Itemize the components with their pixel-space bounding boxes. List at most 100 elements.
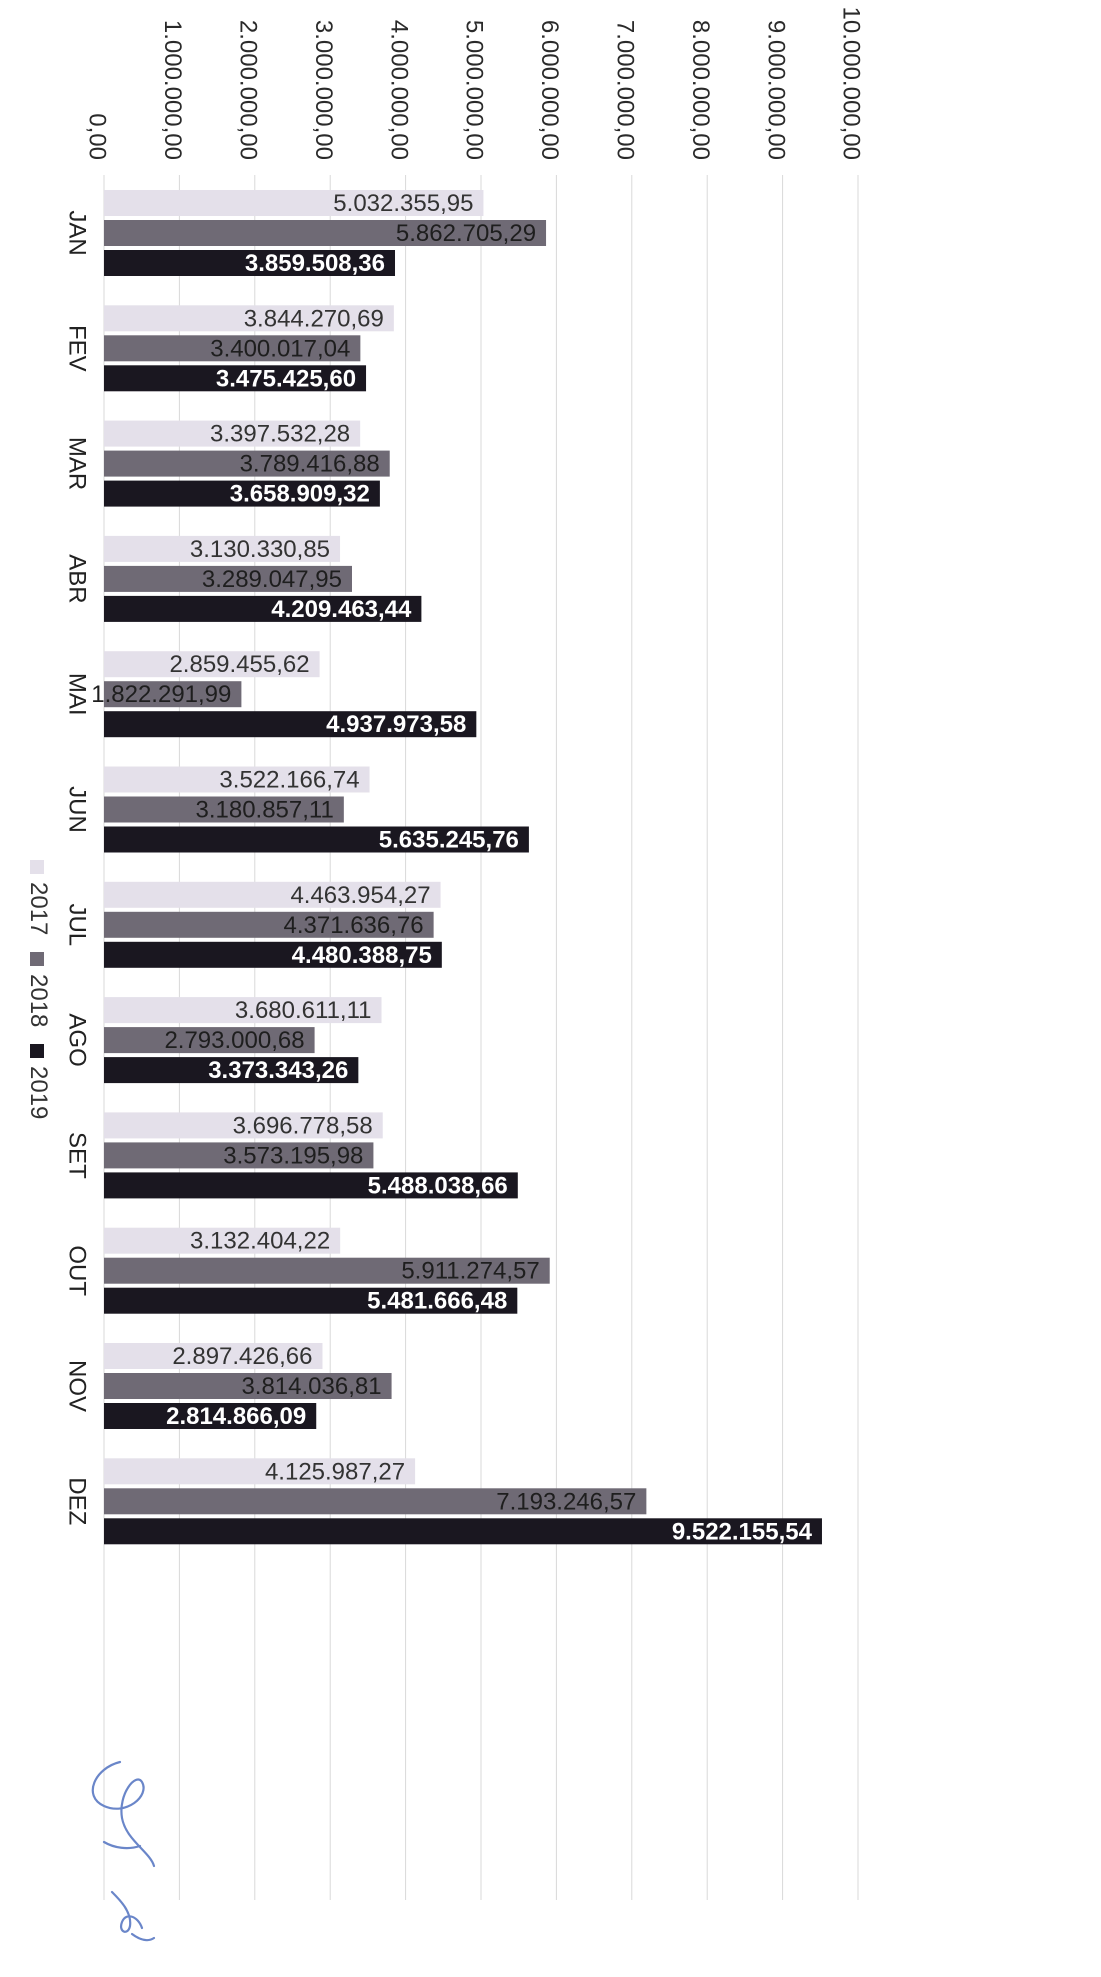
legend-swatch-2019 — [30, 1044, 44, 1058]
value-tick-label: 0,00 — [84, 113, 111, 160]
value-tick-label: 3.000.000,00 — [310, 20, 337, 160]
value-tick-label: 1.000.000,00 — [159, 20, 186, 160]
value-tick-label: 2.000.000,00 — [234, 20, 261, 160]
legend-label-2018: 2018 — [25, 974, 52, 1027]
bar-2017-jan — [104, 190, 484, 216]
value-label: 3.844.270,69 — [244, 305, 384, 332]
legend-swatch-2018 — [30, 952, 44, 966]
value-label: 2.814.866,09 — [166, 1403, 306, 1430]
bar-2019-fev — [104, 365, 367, 392]
value-label: 4.937.973,58 — [326, 711, 466, 738]
category-label: MAR — [64, 437, 91, 490]
bar-2017-abr — [103, 535, 341, 562]
bar-2017-ago — [104, 997, 382, 1024]
category-label: DEZ — [64, 1477, 91, 1525]
bar-2019-jul — [103, 941, 442, 968]
value-tick-label: 7.000.000,00 — [611, 20, 638, 160]
value-label: 5.862.705,29 — [396, 220, 536, 247]
bar-2019-nov — [104, 1403, 317, 1429]
value-label: 3.522.166,74 — [219, 767, 359, 794]
value-label: 1.822.291,99 — [91, 681, 231, 708]
category-label: MAI — [64, 673, 91, 716]
category-labels: JAN FEV MAR ABR MAI JUN JUL AGO SET OUT NOV DEZ — [64, 210, 91, 1525]
value-label: 3.373.343,26 — [208, 1057, 348, 1084]
value-label: 4.480.388,75 — [292, 942, 432, 969]
signature-marks — [91, 1760, 156, 1942]
value-label: 3.859.508,36 — [245, 250, 385, 277]
bar-2018-ago — [103, 1027, 315, 1054]
bar-2019-jun — [104, 826, 529, 853]
value-tick-label: 10.000.000,00 — [838, 7, 865, 160]
bar-2017-set — [104, 1112, 383, 1139]
bar-2018-mar — [104, 450, 390, 477]
value-label: 4.125.987,27 — [265, 1458, 405, 1485]
value-label: 5.635.245,76 — [379, 827, 519, 854]
bar-2019-set — [103, 1172, 518, 1199]
value-tick-label: 9.000.000,00 — [762, 20, 789, 160]
bar-2017-jul — [104, 881, 441, 908]
bar-2018-mai — [104, 681, 242, 708]
bar-2018-jan — [104, 220, 547, 246]
bar-2017-out — [104, 1227, 341, 1254]
value-label: 3.814.036,81 — [241, 1373, 381, 1400]
category-label: FEV — [64, 325, 91, 372]
value-label: 3.130.330,85 — [190, 536, 330, 563]
category-label: OUT — [64, 1245, 91, 1296]
bar-2019-mar — [104, 480, 380, 507]
value-label: 2.793.000,68 — [164, 1027, 304, 1054]
legend-label-2017: 2017 — [25, 882, 52, 935]
value-label: 3.180.857,11 — [195, 797, 333, 824]
value-tick-label: 4.000.000,00 — [385, 20, 412, 160]
category-label: SET — [64, 1132, 91, 1179]
category-label: AGO — [64, 1013, 91, 1066]
category-label: JUL — [64, 903, 91, 946]
value-label: 3.573.195,98 — [223, 1142, 363, 1169]
bar-2017-dez — [104, 1458, 416, 1485]
bar-2017-mai — [104, 651, 320, 678]
bar-2017-jun — [103, 766, 370, 793]
value-label: 3.475.425,60 — [216, 365, 356, 392]
value-label: 3.289.047,95 — [202, 566, 342, 593]
legend: 2017 2018 2019 — [25, 860, 52, 1119]
value-label: 3.789.416,88 — [240, 451, 380, 478]
value-label: 7.193.246,57 — [496, 1488, 636, 1515]
bar-2019-mai — [103, 711, 477, 738]
bar-2018-abr — [103, 565, 352, 592]
bar-2017-nov — [103, 1343, 323, 1369]
bar-2018-fev — [103, 335, 361, 362]
bar-2017-mar — [104, 420, 361, 447]
bar-2019-out — [103, 1287, 518, 1314]
value-label: 3.680.611,11 — [235, 997, 372, 1024]
value-label: 3.658.909,32 — [230, 481, 370, 508]
value-label: 3.397.532,28 — [210, 421, 350, 448]
bars — [103, 190, 822, 1545]
value-label: 3.400.017,04 — [210, 335, 350, 362]
category-label: JUN — [64, 786, 91, 833]
value-label: 2.897.426,66 — [172, 1343, 312, 1370]
bar-2018-nov — [104, 1373, 392, 1399]
value-label: 3.132.404,22 — [190, 1228, 330, 1255]
bar-2018-set — [104, 1142, 374, 1169]
bar-2017-fev — [104, 305, 394, 332]
legend-swatch-2017 — [30, 860, 44, 874]
value-label: 5.481.666,48 — [367, 1288, 507, 1315]
value-label: 4.463.954,27 — [290, 882, 430, 909]
category-label: ABR — [64, 554, 91, 603]
bar-2019-jan — [104, 250, 396, 276]
value-label: 4.209.463,44 — [271, 596, 412, 623]
value-label: 5.032.355,95 — [333, 190, 473, 217]
value-tick-label: 8.000.000,00 — [687, 20, 714, 160]
bar-2018-dez — [104, 1488, 647, 1515]
legend-label-2019: 2019 — [25, 1066, 52, 1119]
category-label: JAN — [64, 210, 91, 255]
category-label: NOV — [64, 1360, 91, 1412]
value-label: 9.522.155,54 — [672, 1518, 813, 1545]
bar-2018-jul — [104, 911, 434, 938]
bar-2019-abr — [104, 595, 422, 622]
chart-rotated-group: 5.032.355,95 5.862.705,29 3.859.508,36 3.84… — [25, 7, 865, 1900]
value-tick-label: 6.000.000,00 — [536, 20, 563, 160]
value-label: 3.696.778,58 — [233, 1112, 373, 1139]
value-label: 5.911.274,57 — [401, 1258, 539, 1285]
value-tick-label: 5.000.000,00 — [461, 20, 488, 160]
